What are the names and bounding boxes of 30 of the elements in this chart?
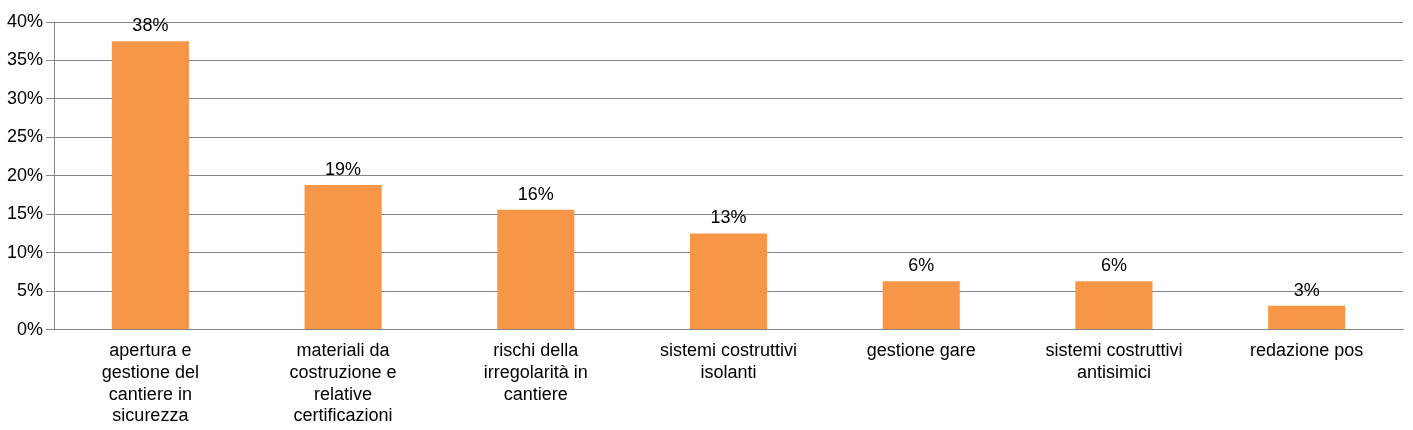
data-label: 16% xyxy=(517,183,554,204)
x-tick-label: gestione gare xyxy=(866,340,976,361)
bar xyxy=(882,281,960,330)
data-label: 19% xyxy=(325,159,362,179)
y-tick-label: 25% xyxy=(7,126,44,147)
y-tick-label: 35% xyxy=(7,49,44,70)
y-tick-label: 20% xyxy=(7,164,44,185)
bar xyxy=(1075,281,1153,330)
bar xyxy=(304,185,382,330)
y-tick-label: 10% xyxy=(7,241,44,262)
x-tick-label: sistemi costruttivi antisimici xyxy=(1045,340,1183,382)
data-label: 38% xyxy=(132,15,169,36)
x-tick-label: redazione pos xyxy=(1250,340,1364,361)
y-tick-label: 30% xyxy=(7,87,44,108)
x-tick-label: rischi della irregolarità in cantiere xyxy=(483,340,588,404)
y-tick-label: 0% xyxy=(17,318,44,339)
x-tick-label: materiali da costruzione e relative certificazioni xyxy=(289,340,397,426)
data-label: 6% xyxy=(908,255,935,276)
x-tick-label: apertura e gestione del cantiere in sicurezza xyxy=(101,340,199,426)
y-tick-label: 40% xyxy=(7,10,44,31)
bar xyxy=(1268,305,1346,330)
data-label: 6% xyxy=(1100,255,1127,276)
y-tick-label: 5% xyxy=(17,280,44,301)
bar xyxy=(689,233,768,330)
data-label: 3% xyxy=(1293,279,1320,300)
bar xyxy=(497,209,575,330)
x-tick-label: sistemi costruttivi isolanti xyxy=(660,340,798,382)
data-label: 13% xyxy=(710,207,747,228)
y-tick-label: 15% xyxy=(7,203,44,224)
bar xyxy=(111,41,189,330)
